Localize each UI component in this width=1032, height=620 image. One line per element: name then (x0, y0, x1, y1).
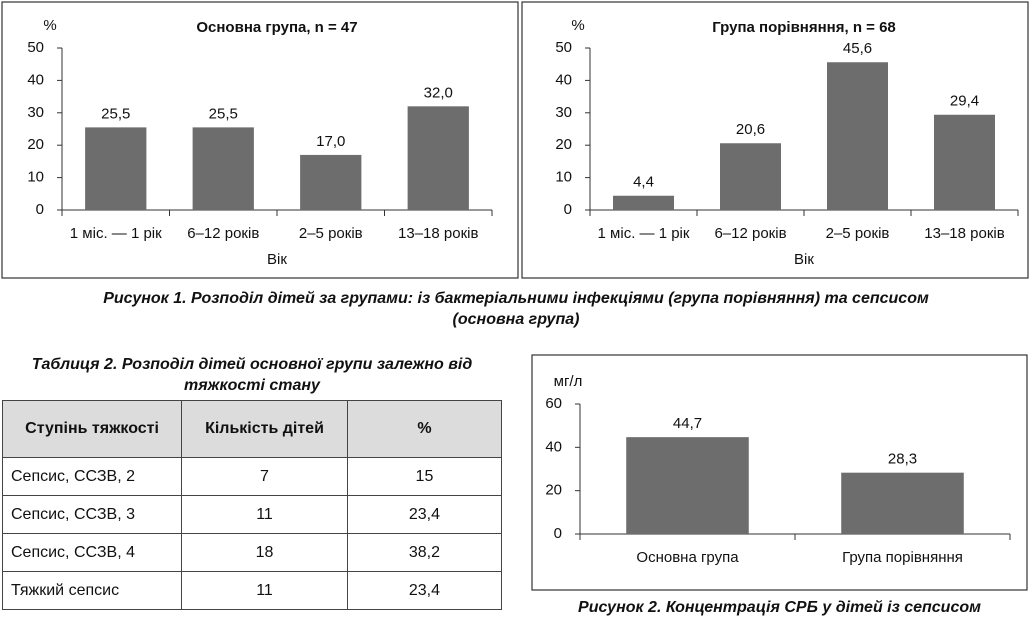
table: Ступінь тяжкості Кількість дітей% Сепсис, … (1, 400, 503, 610)
y-tick-label: 50 (555, 39, 572, 56)
table-cell: Сепсис, ССЗВ, 4 (1, 533, 183, 572)
x-tick-label: Група порівняння (842, 549, 963, 566)
y-tick-label: 0 (564, 201, 572, 218)
chart-title: Група порівняння, n = 68 (712, 19, 896, 36)
table-cell: 15 (346, 457, 503, 496)
x-tick-label: 2–5 років (826, 225, 890, 242)
y-tick-label: 0 (554, 525, 562, 542)
table-header-cell: % (346, 400, 503, 458)
x-tick-label: 13–18 років (398, 225, 478, 242)
table-cell: Сепсис, ССЗВ, 2 (1, 457, 183, 496)
table-cell: 11 (181, 495, 348, 534)
y-tick-label: 30 (555, 104, 572, 121)
table-cell: Тяжкий сепсис (1, 571, 183, 610)
bar (934, 114, 995, 210)
table-header-cell: Ступінь тяжкості (1, 400, 183, 458)
chart-frame (531, 354, 1028, 591)
chart-title: Основна група, n = 47 (196, 19, 357, 36)
x-tick-label: 2–5 років (299, 225, 363, 242)
y-tick-label: 30 (27, 104, 44, 121)
data-label: 44,7 (673, 415, 702, 432)
y-tick-label: 60 (545, 395, 562, 412)
x-tick-label: 13–18 років (924, 225, 1004, 242)
data-label: 4,4 (633, 174, 654, 191)
bar (613, 195, 674, 210)
y-tick-label: 20 (27, 136, 44, 153)
x-tick-label: 1 міс. — 1 рік (598, 225, 690, 242)
x-axis-label: Вік (267, 251, 287, 268)
figure-caption: Рисунок 1. Розподіл дітей за групами: із… (103, 290, 929, 328)
y-axis-label: % (571, 17, 584, 34)
chart-frame (521, 1, 1029, 279)
bar (841, 472, 964, 534)
y-tick-label: 50 (27, 39, 44, 56)
chart-frame (1, 1, 519, 279)
y-tick-label: 10 (555, 169, 572, 186)
x-tick-label: 6–12 років (714, 225, 786, 242)
data-label: 25,5 (101, 105, 130, 122)
x-tick-label: Основна група (636, 549, 739, 566)
data-label: 28,3 (888, 451, 917, 468)
bar (192, 127, 254, 210)
y-axis-label: мг/л (554, 373, 583, 390)
data-label: 20,6 (736, 121, 765, 138)
table-cell: 23,4 (346, 495, 503, 534)
y-tick-label: 10 (27, 169, 44, 186)
figure-caption: Рисунок 2. Концентрація СРБ у дітей із с… (578, 599, 981, 616)
table-cell: 38,2 (346, 533, 503, 572)
y-tick-label: 40 (545, 438, 562, 455)
bar (300, 154, 362, 210)
table-title: Таблиця 2. Розподіл дітей основної групи… (31, 356, 473, 394)
data-label: 25,5 (209, 105, 238, 122)
data-label: 45,6 (843, 40, 872, 57)
y-tick-label: 20 (545, 482, 562, 499)
bar (827, 62, 888, 211)
data-label: 17,0 (316, 133, 345, 150)
table-cell: 23,4 (346, 571, 503, 610)
x-tick-label: 1 міс. — 1 рік (70, 225, 162, 242)
table-cell: 18 (181, 533, 348, 572)
table-cell: 7 (181, 457, 348, 496)
data-label: 32,0 (424, 84, 453, 101)
x-axis-label: Вік (794, 251, 814, 268)
table-header-cell: Кількість дітей (181, 400, 348, 458)
y-tick-label: 20 (555, 136, 572, 153)
x-tick-label: 6–12 років (187, 225, 259, 242)
y-tick-label: 0 (36, 201, 44, 218)
y-tick-label: 40 (27, 71, 44, 88)
bar (407, 106, 469, 210)
y-tick-label: 40 (555, 71, 572, 88)
data-label: 29,4 (950, 93, 979, 110)
table-cell: 11 (181, 571, 348, 610)
table-cell: Сепсис, ССЗВ, 3 (1, 495, 183, 534)
y-axis-label: % (43, 17, 56, 34)
bar (85, 127, 147, 210)
bar (720, 143, 781, 210)
bar (626, 437, 749, 534)
